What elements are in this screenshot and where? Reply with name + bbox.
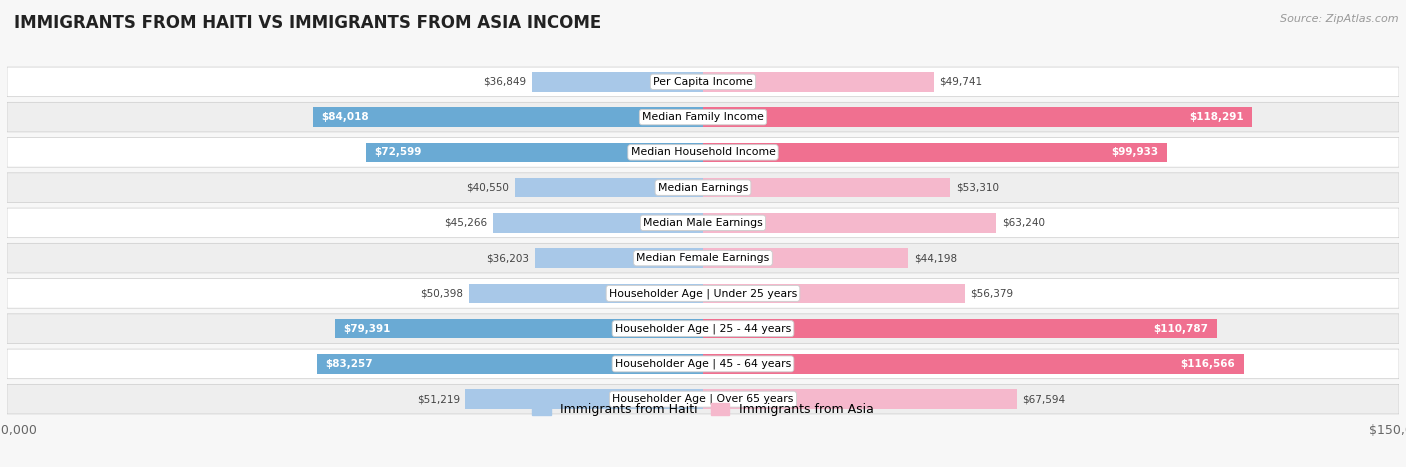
Text: Median Family Income: Median Family Income <box>643 112 763 122</box>
Text: $45,266: $45,266 <box>444 218 488 228</box>
Text: $53,310: $53,310 <box>956 183 998 192</box>
Text: $84,018: $84,018 <box>322 112 370 122</box>
Bar <box>703 248 908 268</box>
Bar <box>703 107 1251 127</box>
Text: $67,594: $67,594 <box>1022 394 1066 404</box>
FancyBboxPatch shape <box>7 243 1399 273</box>
FancyBboxPatch shape <box>7 67 1399 97</box>
Bar <box>703 389 1017 409</box>
Text: $79,391: $79,391 <box>343 324 391 333</box>
Text: $36,849: $36,849 <box>484 77 526 87</box>
Text: $118,291: $118,291 <box>1189 112 1243 122</box>
Bar <box>470 283 703 303</box>
Text: Median Household Income: Median Household Income <box>630 148 776 157</box>
Bar <box>703 354 1244 374</box>
Text: $56,379: $56,379 <box>970 289 1014 298</box>
Text: Householder Age | Over 65 years: Householder Age | Over 65 years <box>612 394 794 404</box>
Bar <box>335 319 703 338</box>
Text: Householder Age | Under 25 years: Householder Age | Under 25 years <box>609 288 797 298</box>
Text: $50,398: $50,398 <box>420 289 464 298</box>
Text: Source: ZipAtlas.com: Source: ZipAtlas.com <box>1281 14 1399 24</box>
Bar <box>703 283 965 303</box>
FancyBboxPatch shape <box>7 138 1399 167</box>
Text: $49,741: $49,741 <box>939 77 983 87</box>
FancyBboxPatch shape <box>7 208 1399 238</box>
Text: $51,219: $51,219 <box>416 394 460 404</box>
Text: $110,787: $110,787 <box>1154 324 1209 333</box>
Text: Median Female Earnings: Median Female Earnings <box>637 253 769 263</box>
Text: $83,257: $83,257 <box>325 359 373 369</box>
Text: Householder Age | 45 - 64 years: Householder Age | 45 - 64 years <box>614 359 792 369</box>
FancyBboxPatch shape <box>7 102 1399 132</box>
FancyBboxPatch shape <box>7 349 1399 379</box>
FancyBboxPatch shape <box>7 384 1399 414</box>
FancyBboxPatch shape <box>7 314 1399 343</box>
Text: $40,550: $40,550 <box>467 183 509 192</box>
Text: $36,203: $36,203 <box>486 253 530 263</box>
Bar <box>703 143 1167 162</box>
Bar <box>515 178 703 198</box>
Bar <box>366 143 703 162</box>
Bar <box>703 319 1218 338</box>
Bar <box>703 213 997 233</box>
Bar <box>316 354 703 374</box>
Text: Median Earnings: Median Earnings <box>658 183 748 192</box>
Bar <box>531 72 703 92</box>
Text: $63,240: $63,240 <box>1002 218 1045 228</box>
Bar <box>494 213 703 233</box>
Text: Median Male Earnings: Median Male Earnings <box>643 218 763 228</box>
Bar <box>536 248 703 268</box>
Text: Per Capita Income: Per Capita Income <box>652 77 754 87</box>
Bar <box>703 72 934 92</box>
FancyBboxPatch shape <box>7 279 1399 308</box>
Text: $99,933: $99,933 <box>1111 148 1159 157</box>
Text: $72,599: $72,599 <box>374 148 422 157</box>
Text: $116,566: $116,566 <box>1181 359 1236 369</box>
Text: $44,198: $44,198 <box>914 253 956 263</box>
FancyBboxPatch shape <box>7 173 1399 202</box>
Legend: Immigrants from Haiti, Immigrants from Asia: Immigrants from Haiti, Immigrants from A… <box>527 398 879 421</box>
Bar <box>465 389 703 409</box>
Bar <box>314 107 703 127</box>
Bar <box>703 178 950 198</box>
Text: IMMIGRANTS FROM HAITI VS IMMIGRANTS FROM ASIA INCOME: IMMIGRANTS FROM HAITI VS IMMIGRANTS FROM… <box>14 14 602 32</box>
Text: Householder Age | 25 - 44 years: Householder Age | 25 - 44 years <box>614 323 792 334</box>
